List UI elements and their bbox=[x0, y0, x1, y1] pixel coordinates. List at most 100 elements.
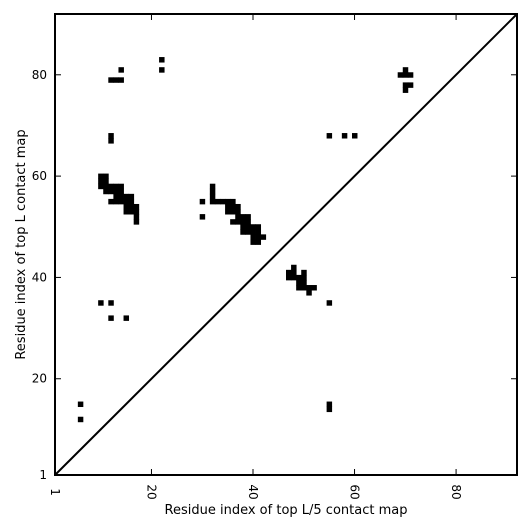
contact-cell bbox=[291, 269, 297, 276]
y-tick-label: 80 bbox=[32, 68, 47, 82]
contact-cell bbox=[133, 209, 140, 215]
contact-cell bbox=[214, 198, 221, 205]
x-tick-label: 60 bbox=[348, 484, 362, 499]
contact-cell bbox=[133, 219, 140, 225]
contact-cell bbox=[113, 183, 119, 190]
contact-cell bbox=[108, 188, 114, 195]
contact-cell bbox=[118, 193, 124, 200]
x-tick-label: 40 bbox=[246, 484, 260, 499]
contact-cell bbox=[128, 198, 135, 205]
contact-cell bbox=[123, 315, 130, 321]
contact-cell bbox=[225, 198, 231, 205]
contact-cell bbox=[103, 178, 109, 185]
contact-cell bbox=[123, 209, 130, 215]
contact-cell bbox=[240, 224, 246, 230]
contact-cell bbox=[123, 198, 130, 205]
contact-cell bbox=[326, 406, 333, 413]
contact-cell bbox=[240, 219, 246, 225]
contact-cell bbox=[113, 198, 119, 205]
contact-cell bbox=[113, 193, 119, 200]
contact-cell bbox=[286, 274, 292, 281]
y-tick-label: 20 bbox=[32, 372, 47, 386]
contact-cell bbox=[301, 279, 307, 286]
contact-cell bbox=[341, 133, 348, 139]
contact-cell bbox=[118, 188, 124, 195]
contact-cell bbox=[108, 183, 114, 190]
contact-cell bbox=[225, 203, 231, 210]
contact-cell bbox=[326, 401, 333, 408]
contact-cell bbox=[402, 72, 409, 78]
contact-cell bbox=[108, 133, 114, 139]
contact-cell bbox=[245, 214, 251, 220]
contact-cell bbox=[98, 300, 104, 306]
contact-cell bbox=[402, 67, 409, 73]
contact-cell bbox=[98, 173, 104, 180]
x-tick-label: 20 bbox=[144, 484, 158, 499]
contact-cell bbox=[98, 183, 104, 190]
contact-cell bbox=[301, 285, 307, 291]
contact-cell bbox=[230, 198, 236, 205]
contact-cell bbox=[118, 183, 124, 190]
contact-cell bbox=[296, 279, 302, 286]
contact-cell bbox=[118, 67, 124, 73]
contact-cell bbox=[255, 239, 262, 245]
contact-cell bbox=[108, 300, 114, 306]
contact-cell bbox=[103, 183, 109, 190]
contact-cell bbox=[133, 214, 140, 220]
contact-cell bbox=[286, 269, 292, 276]
contact-cell bbox=[235, 209, 241, 215]
y-axis-label: Residue index of top L contact map bbox=[14, 129, 29, 359]
contact-cell bbox=[209, 188, 216, 195]
contact-cell bbox=[199, 214, 206, 220]
contact-cell bbox=[118, 77, 124, 83]
contact-cell bbox=[235, 214, 241, 220]
x-tick-label: 80 bbox=[449, 484, 463, 499]
contact-cell bbox=[209, 198, 216, 205]
contact-cell bbox=[128, 203, 135, 210]
contact-cell bbox=[407, 82, 414, 88]
contact-cell bbox=[98, 178, 104, 185]
contact-cell bbox=[301, 274, 307, 281]
contact-cell bbox=[118, 198, 124, 205]
contact-cell bbox=[123, 193, 130, 200]
contact-cell bbox=[103, 173, 109, 180]
contact-cells bbox=[77, 57, 414, 423]
contact-cell bbox=[291, 264, 297, 271]
contact-cell bbox=[235, 203, 241, 210]
contact-cell bbox=[123, 203, 130, 210]
contact-cell bbox=[159, 57, 165, 63]
y-tick-label: 40 bbox=[32, 270, 47, 284]
contact-cell bbox=[402, 82, 409, 88]
contact-cell bbox=[108, 198, 114, 205]
contact-cell bbox=[250, 229, 256, 235]
contact-cell bbox=[291, 274, 297, 281]
contact-cell bbox=[250, 224, 256, 230]
contact-cell bbox=[108, 315, 114, 321]
contact-cell bbox=[296, 274, 302, 281]
contact-cell bbox=[255, 234, 262, 240]
contact-cell bbox=[103, 188, 109, 195]
contact-cell bbox=[240, 229, 246, 235]
contact-cell bbox=[113, 77, 119, 83]
contact-cell bbox=[407, 72, 414, 78]
diagonal-line bbox=[54, 13, 518, 476]
x-tick-label: 1 bbox=[48, 488, 62, 496]
contact-cell bbox=[402, 87, 409, 93]
contact-cell bbox=[245, 224, 251, 230]
contact-cell bbox=[209, 193, 216, 200]
contact-cell bbox=[296, 285, 302, 291]
contact-cell bbox=[255, 229, 262, 235]
contact-cell bbox=[240, 214, 246, 220]
contact-cell bbox=[260, 234, 267, 240]
contact-cell bbox=[209, 183, 216, 190]
contact-cell bbox=[220, 198, 226, 205]
contact-cell bbox=[225, 209, 231, 215]
contact-cell bbox=[77, 401, 84, 408]
contact-cell bbox=[250, 234, 256, 240]
contact-cell bbox=[352, 133, 358, 139]
contact-cell bbox=[306, 290, 312, 296]
contact-cell bbox=[245, 229, 251, 235]
contact-cell bbox=[230, 209, 236, 215]
axis-ticks: 1 20 40 60 80 1 20 40 60 80 bbox=[32, 14, 517, 500]
